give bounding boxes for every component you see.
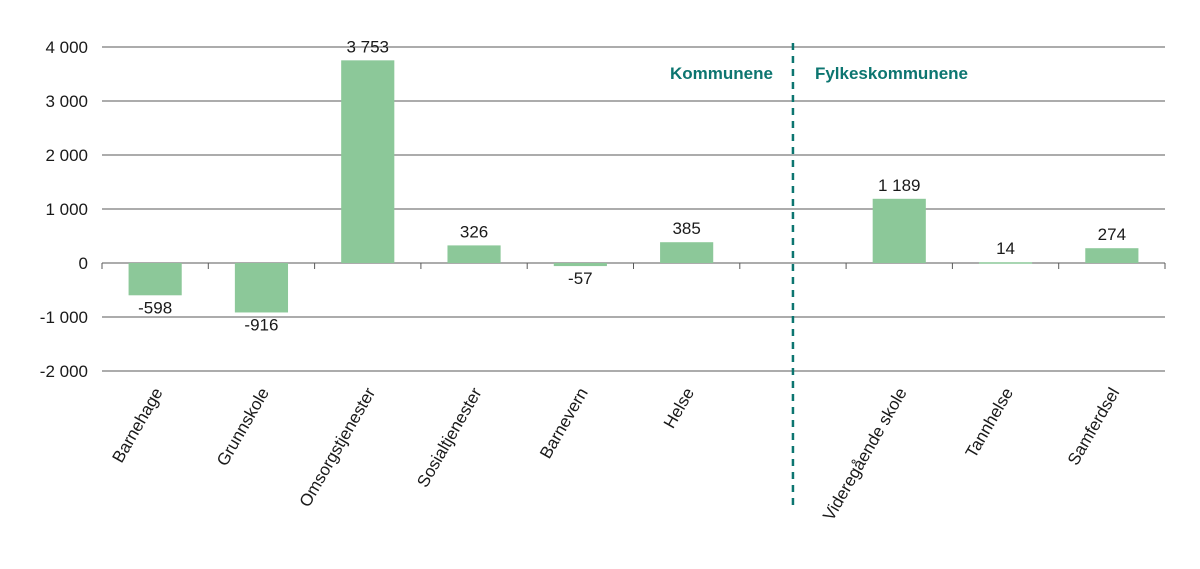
y-tick-label: 0 <box>79 254 88 273</box>
group-label-fylkeskommunene: Fylkeskommunene <box>815 64 968 83</box>
data-label: 1 189 <box>878 176 921 195</box>
y-tick-label: 1 000 <box>45 200 88 219</box>
y-tick-label: 2 000 <box>45 146 88 165</box>
data-label: 274 <box>1098 225 1126 244</box>
y-tick-label: 3 000 <box>45 92 88 111</box>
bar <box>234 263 289 313</box>
y-tick-label: -1 000 <box>40 308 88 327</box>
bar <box>341 60 395 264</box>
x-category-label: Helse <box>660 385 698 432</box>
x-category-label: Tannhelse <box>962 385 1017 462</box>
x-category-label: Grunnskole <box>213 385 273 470</box>
bar <box>447 245 501 263</box>
x-category-label: Barnevern <box>536 385 592 462</box>
bar <box>1085 248 1139 263</box>
data-label: 326 <box>460 222 488 241</box>
data-label: 3 753 <box>346 37 389 56</box>
data-label: 385 <box>672 219 700 238</box>
x-category-label: Samferdsel <box>1064 385 1123 469</box>
axis <box>101 43 1166 506</box>
x-category-label: Omsorgstjenester <box>296 384 380 510</box>
bars <box>128 60 1139 313</box>
x-category-label: Videregående skole <box>819 385 910 524</box>
bar <box>872 198 926 263</box>
data-label: 14 <box>996 239 1015 258</box>
y-tick-label: 4 000 <box>45 38 88 57</box>
x-category-label: Sosialtjenester <box>413 384 485 490</box>
bar <box>660 242 714 263</box>
data-label: -598 <box>138 298 172 317</box>
bar <box>978 262 1033 264</box>
labels: 4 000 3 000 2 000 1 000 0 -1 000 -2 000 -598 -91… <box>40 37 1126 524</box>
x-category-label: Barnehage <box>109 385 167 467</box>
y-tick-label: -2 000 <box>40 362 88 381</box>
bar <box>128 263 182 296</box>
bar <box>553 263 607 267</box>
data-label: -916 <box>244 315 278 334</box>
group-label-kommunene: Kommunene <box>670 64 773 83</box>
data-label: -57 <box>568 269 593 288</box>
